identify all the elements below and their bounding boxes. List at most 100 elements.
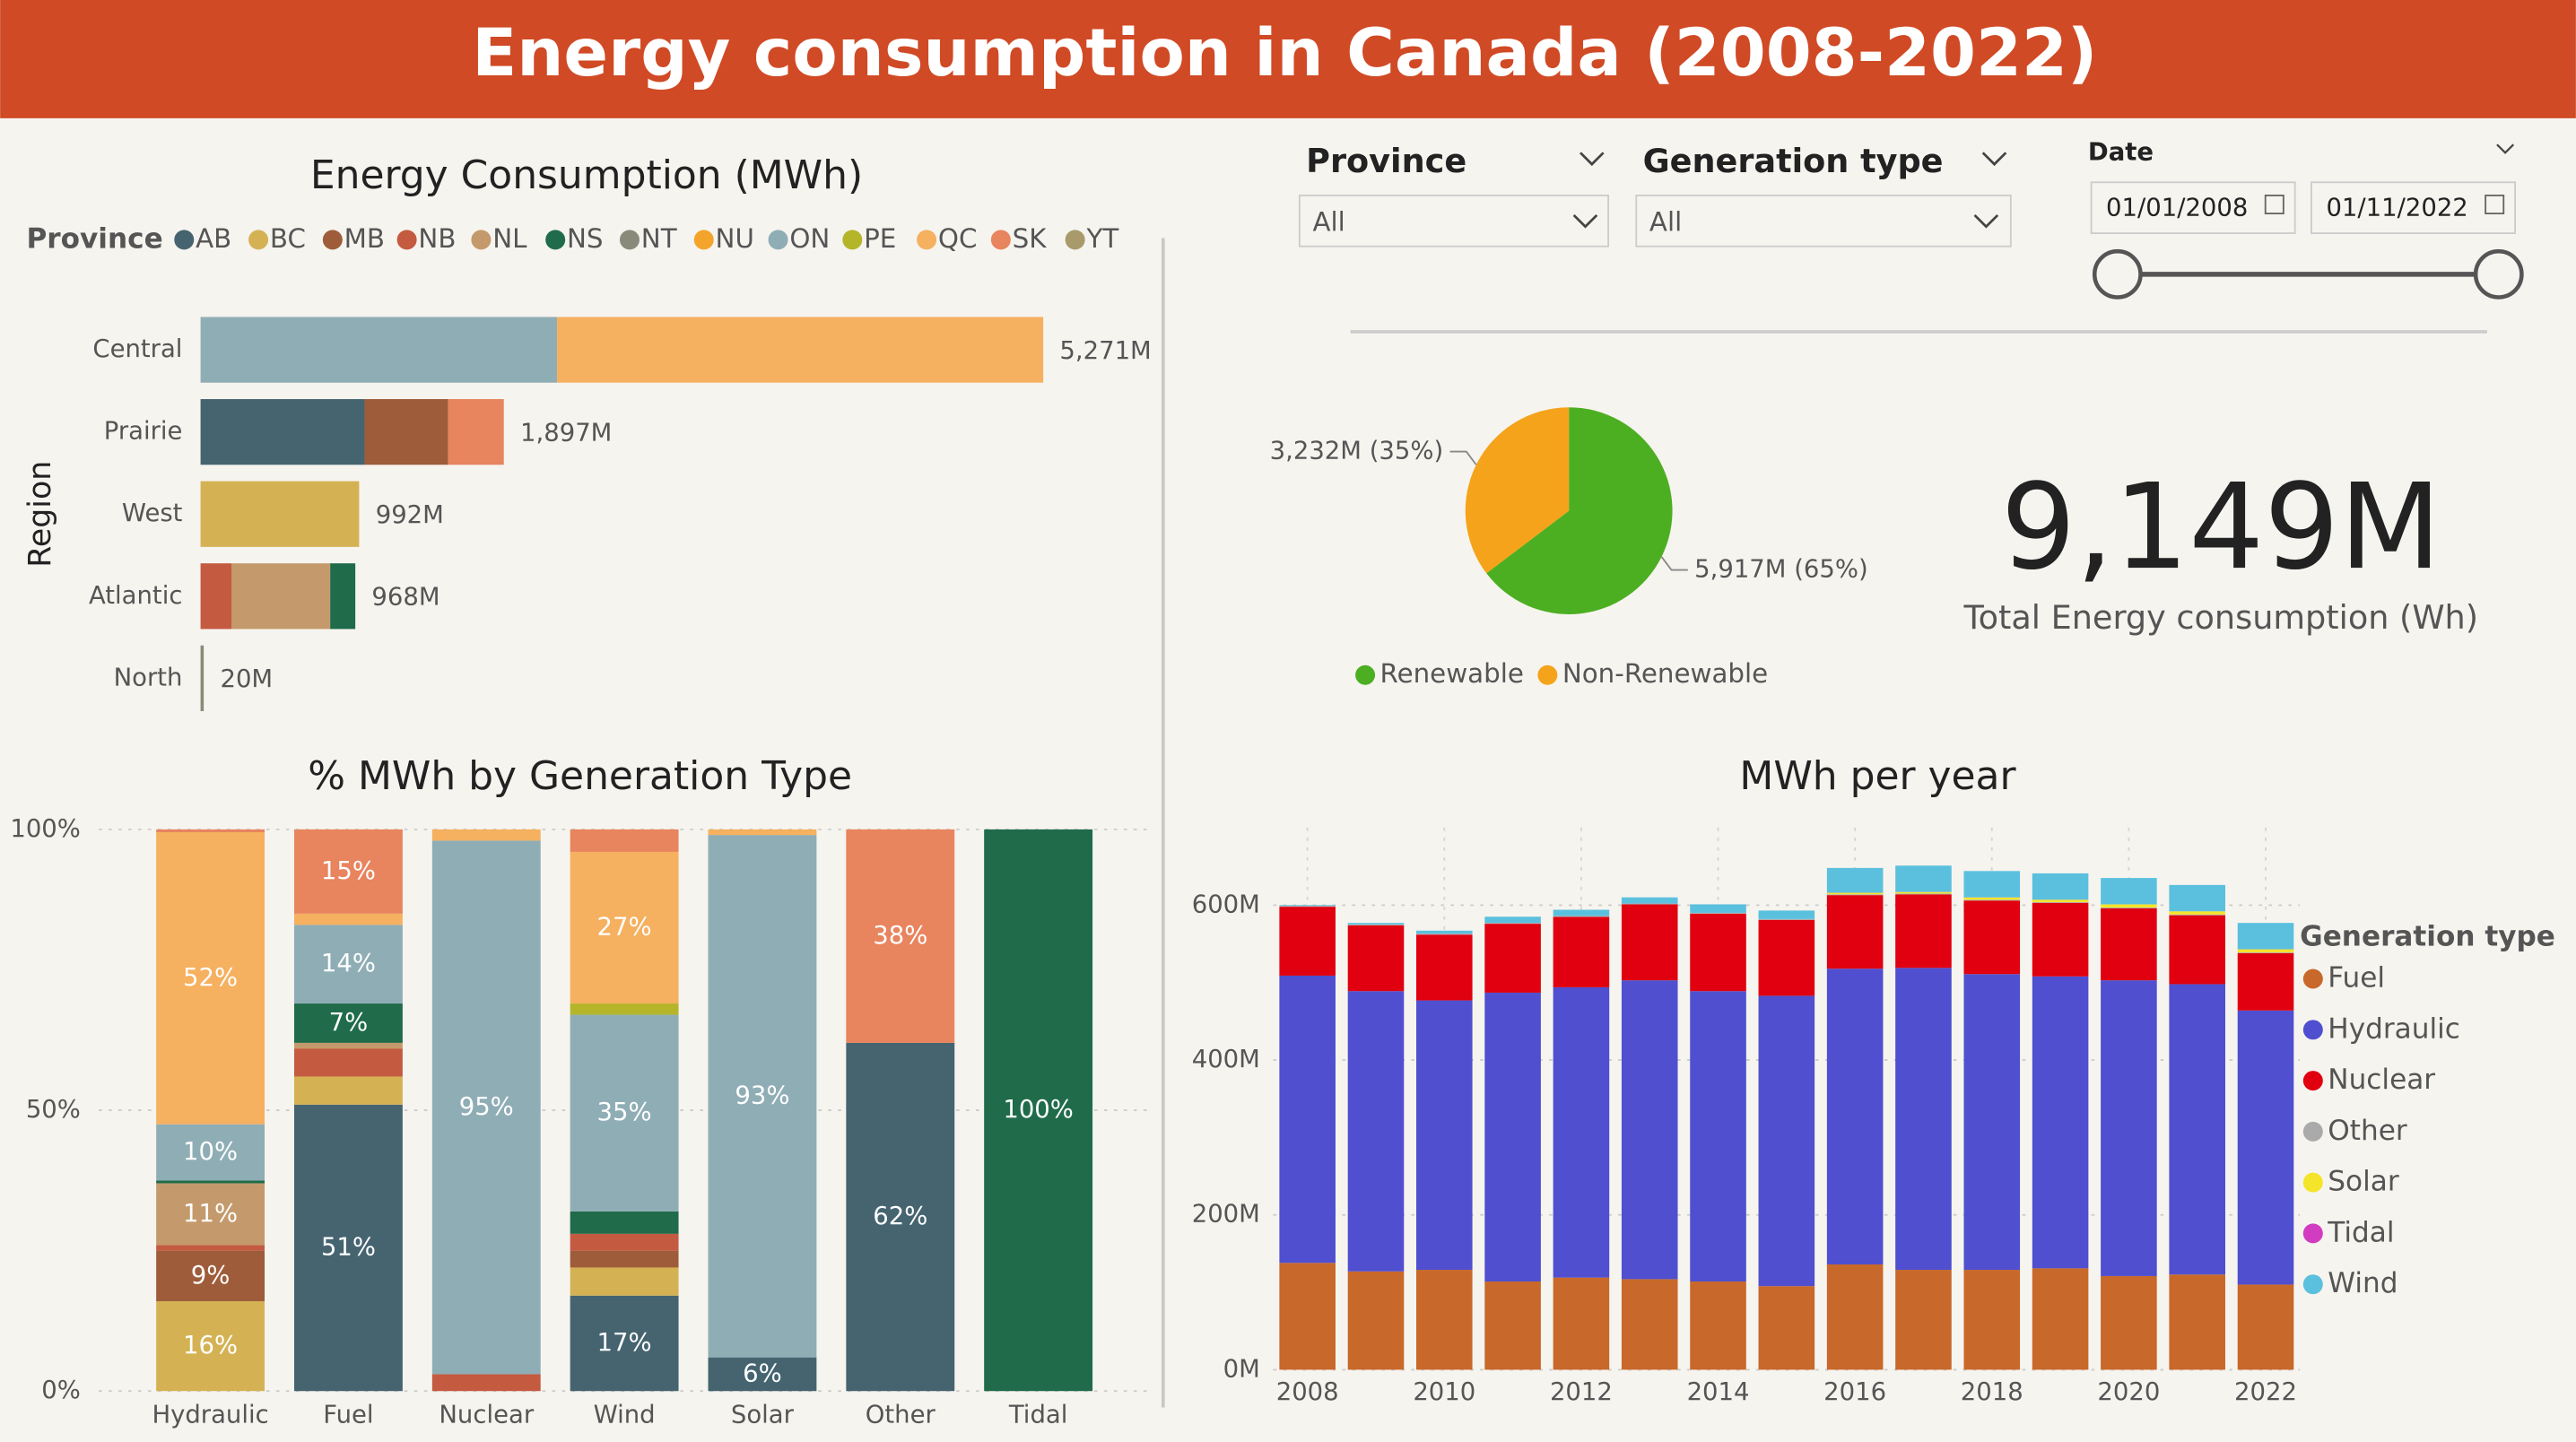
slider-handle[interactable] (2473, 248, 2524, 300)
bar-segment (570, 1233, 679, 1251)
data-label: 6% (743, 1359, 782, 1387)
bar-segment (156, 832, 265, 1125)
x-tick-label: 2012 (1550, 1378, 1613, 1406)
y-tick-label: 0M (1223, 1355, 1260, 1383)
bar-segment (1690, 904, 1746, 913)
data-label: 11% (183, 1200, 238, 1228)
bar-segment (1690, 913, 1746, 992)
date-input[interactable] (2311, 181, 2516, 234)
bar-segment (708, 829, 817, 836)
data-label: 5,917M (65%) (1694, 556, 1868, 584)
data-label: 16% (183, 1332, 238, 1359)
bar-segment (293, 1076, 403, 1105)
total-label: 5,271M (1059, 337, 1151, 365)
bar-segment (846, 829, 955, 1043)
bar-segment (1553, 986, 1610, 1278)
bar-segment (1416, 1270, 1473, 1370)
legend-marker (842, 230, 863, 250)
dropdown[interactable] (1298, 195, 1610, 248)
legend-label: AB (196, 223, 231, 254)
bar-segment (200, 645, 205, 712)
chart-title: Energy Consumption (MWh) (310, 152, 863, 198)
calendar-icon[interactable] (2264, 195, 2284, 215)
bar-segment (846, 1042, 955, 1392)
data-label: 7% (329, 1009, 369, 1037)
data-label: 100% (1003, 1096, 1074, 1124)
bar-segment (1347, 1271, 1405, 1370)
legend-label: MB (344, 223, 385, 254)
bar-segment (1895, 891, 1952, 894)
bar-segment (2101, 980, 2157, 1276)
legend-marker (1355, 665, 1376, 685)
legend-label: BC (270, 223, 306, 254)
bar-segment (1347, 923, 1405, 925)
bar-segment (2169, 911, 2225, 915)
bar-segment (1416, 930, 1473, 934)
bar-segment (1484, 923, 1541, 925)
slider-handle[interactable] (2092, 248, 2143, 300)
bar-segment (1758, 919, 1815, 996)
bar-segment (156, 829, 265, 833)
bar-segment (1758, 1286, 1815, 1370)
chevron (1973, 213, 1999, 229)
legend-marker (1537, 665, 1558, 685)
category-label: North (114, 664, 183, 691)
legend-marker (2302, 1172, 2323, 1193)
bar-segment (2032, 1268, 2089, 1370)
legend-marker (322, 230, 343, 250)
bar-segment (431, 829, 541, 841)
bar-segment (156, 1250, 265, 1302)
legend-marker (917, 230, 937, 250)
bar-segment (231, 563, 331, 630)
data-label: 93% (735, 1082, 789, 1109)
date-slicer[interactable]: Date 01/01/2008 01/11/2022 (2088, 138, 2524, 300)
bar-segment (2237, 952, 2294, 1011)
bar-segment (2169, 915, 2225, 985)
bar-segment (1963, 871, 2021, 898)
bar-segment (1895, 1270, 1952, 1370)
header-title: Energy consumption in Canada (2008-2022) (472, 15, 2097, 91)
bar-segment (448, 399, 504, 465)
calendar-icon[interactable] (2485, 195, 2505, 215)
bar-segment (293, 829, 403, 914)
leader-line (1449, 450, 1477, 465)
bar-segment (1826, 892, 1884, 895)
data-label: 9% (191, 1262, 231, 1290)
data-label: 10% (183, 1138, 238, 1166)
bar-segment (2032, 899, 2089, 902)
data-label: 35% (597, 1099, 652, 1126)
legend-marker (2302, 1071, 2323, 1091)
dropdown[interactable] (1635, 195, 2012, 248)
bar-segment (557, 317, 1044, 383)
bar-segment (1690, 1281, 1746, 1370)
y-tick-label: 50% (26, 1096, 81, 1124)
bar-segment (1347, 991, 1405, 1272)
legend-marker (545, 230, 566, 250)
x-tick-label: Tidal (1008, 1402, 1067, 1429)
bar-segment (2101, 1275, 2157, 1370)
province-slicer[interactable]: Province All (1298, 142, 1610, 248)
x-tick-label: 2018 (1961, 1378, 2023, 1406)
legend-label: Fuel (2328, 962, 2385, 995)
bar-segment (156, 1301, 265, 1392)
bar-segment (293, 913, 403, 925)
legend-label: YT (1085, 223, 1118, 254)
category-label: Prairie (104, 418, 183, 446)
legend-label: Hydraulic (2328, 1012, 2460, 1045)
legend-label: Nuclear (2328, 1064, 2435, 1096)
bar-segment (1621, 1279, 1678, 1370)
legend-title: Generation type (2300, 921, 2555, 953)
total-label: 968M (371, 584, 439, 612)
bar-segment (1758, 918, 1815, 920)
legend-marker (2302, 1121, 2323, 1142)
bar-segment (570, 1211, 679, 1234)
data-label: 51% (321, 1234, 376, 1262)
generation-slicer[interactable]: Generation type All (1635, 142, 2012, 248)
date-input[interactable] (2090, 181, 2296, 234)
bar-segment (1895, 894, 1952, 969)
bar-segment (2169, 984, 2225, 1275)
legend-marker (2302, 1020, 2323, 1040)
legend-marker (768, 230, 788, 250)
data-label: 52% (183, 964, 238, 992)
